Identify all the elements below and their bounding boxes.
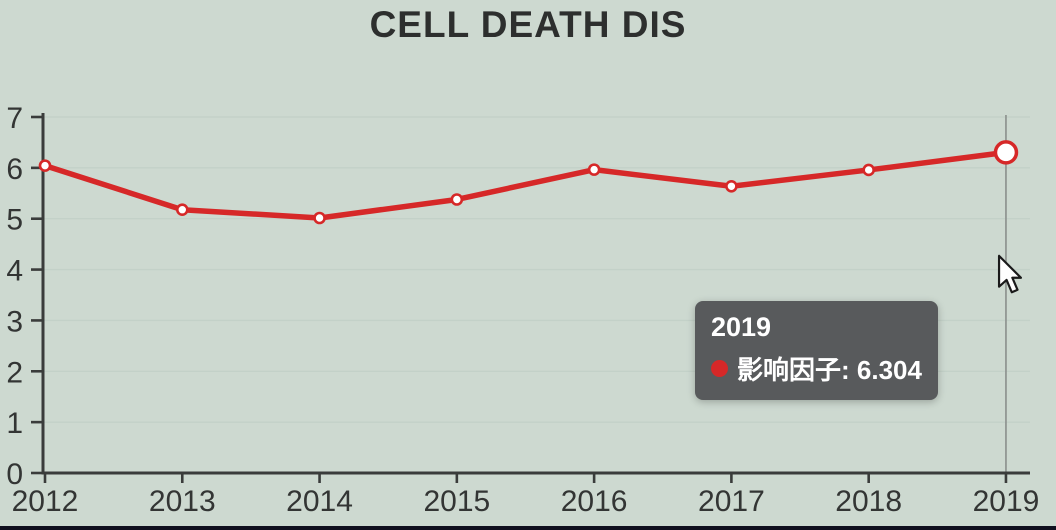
x-axis-tick-label: 2019 — [973, 485, 1040, 518]
x-axis-tick-label: 2014 — [286, 485, 353, 518]
data-point[interactable] — [587, 163, 601, 176]
tooltip: 2019 影响因子: 6.304 — [695, 301, 938, 400]
x-axis-tick-label: 2016 — [561, 485, 628, 518]
tooltip-year: 2019 — [711, 312, 772, 342]
y-axis-tick-label: 1 — [6, 407, 23, 440]
data-point[interactable] — [725, 179, 738, 193]
y-axis-tick-label: 6 — [6, 153, 23, 186]
bottom-edge-bar — [0, 526, 1056, 530]
y-axis-tick-label: 2 — [6, 356, 23, 389]
y-axis-tick-label: 3 — [6, 305, 23, 338]
series-marker-icon — [711, 360, 728, 377]
series-line — [42, 149, 1009, 221]
y-axis-tick-label: 7 — [6, 102, 23, 135]
x-axis-tick-label: 2013 — [149, 485, 216, 518]
x-axis-tick-label: 2012 — [12, 485, 79, 518]
data-point[interactable] — [450, 193, 464, 206]
data-point-highlighted[interactable] — [993, 140, 1019, 165]
x-axis-tick-label: 2018 — [835, 485, 902, 518]
data-point[interactable] — [175, 203, 189, 217]
y-axis-tick-label: 0 — [6, 458, 23, 491]
y-axis-tick-label: 4 — [6, 255, 23, 288]
data-point[interactable] — [862, 163, 875, 177]
tooltip-series-value: 影响因子: 6.304 — [737, 355, 922, 385]
data-point[interactable] — [313, 211, 326, 225]
chart-title: CELL DEATH DIS — [369, 4, 687, 45]
tooltip-series-row: 影响因子: 6.304 — [711, 350, 922, 387]
x-axis-tick-label: 2015 — [423, 485, 490, 518]
x-axis-tick-label: 2017 — [698, 485, 765, 518]
data-point[interactable] — [38, 159, 52, 172]
y-axis-tick-label: 5 — [6, 204, 23, 237]
